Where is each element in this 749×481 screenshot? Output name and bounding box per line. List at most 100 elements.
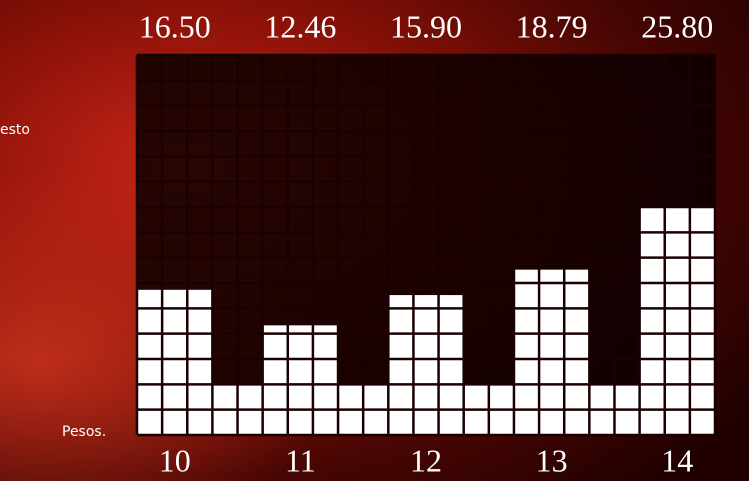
grid-cell <box>263 208 287 232</box>
grid-cell <box>213 132 237 156</box>
grid-cell <box>439 81 463 105</box>
grid-cell <box>464 258 488 282</box>
grid-cell <box>489 360 513 384</box>
grid-cell <box>238 182 262 206</box>
grid-cell <box>464 157 488 181</box>
grid-cell <box>238 132 262 156</box>
grid-cell <box>615 208 639 232</box>
grid-cell <box>489 81 513 105</box>
grid-cell <box>464 208 488 232</box>
grid-cell <box>565 56 589 80</box>
grid-cell <box>288 233 312 257</box>
grid-cell <box>439 56 463 80</box>
grid-cell <box>615 360 639 384</box>
grid-cell <box>339 258 363 282</box>
value-label: 15.90 <box>390 8 462 44</box>
grid-cell <box>288 284 312 308</box>
grid-cell <box>464 334 488 358</box>
grid-cell <box>138 81 162 105</box>
grid-cell <box>339 182 363 206</box>
grid-cell <box>364 334 388 358</box>
grid-cell <box>414 132 438 156</box>
grid-cell <box>188 56 212 80</box>
grid-cell <box>188 182 212 206</box>
grid-cell <box>213 208 237 232</box>
grid-cell <box>138 208 162 232</box>
grid-cell <box>339 334 363 358</box>
grid-cell <box>414 56 438 80</box>
grid-cell <box>288 182 312 206</box>
grid-cell <box>263 258 287 282</box>
value-label: 18.79 <box>516 8 588 44</box>
grid-cell <box>138 157 162 181</box>
grid-cell <box>464 106 488 130</box>
grid-cell <box>565 81 589 105</box>
grid-cell <box>690 56 714 80</box>
x-tick-label: 12 <box>410 442 442 478</box>
grid-cell <box>615 258 639 282</box>
grid-cell <box>313 258 338 282</box>
grid-cell <box>514 132 539 156</box>
grid-cell <box>389 106 413 130</box>
grid-cell <box>163 132 187 156</box>
grid-cell <box>364 309 388 333</box>
grid-cell <box>590 157 614 181</box>
grid-cell <box>213 360 237 384</box>
grid-cell <box>339 56 363 80</box>
grid-cell <box>364 208 388 232</box>
grid-cell <box>489 258 513 282</box>
grid-cell <box>439 157 463 181</box>
grid-cell <box>163 208 187 232</box>
grid-cell <box>339 233 363 257</box>
grid-cell <box>138 233 162 257</box>
grid-cell <box>439 208 463 232</box>
x-tick-label: 13 <box>536 442 568 478</box>
grid-cell <box>288 258 312 282</box>
grid-cell <box>439 258 463 282</box>
grid-cell <box>263 132 287 156</box>
grid-cell <box>213 334 237 358</box>
grid-cell <box>640 56 664 80</box>
grid-cell <box>489 309 513 333</box>
grid-cell <box>565 233 589 257</box>
grid-cell <box>615 182 639 206</box>
grid-cell <box>439 182 463 206</box>
grid-cell <box>489 233 513 257</box>
annotation: esto <box>0 122 30 138</box>
grid-cell <box>565 132 589 156</box>
grid-cell <box>313 233 338 257</box>
grid-cell <box>238 334 262 358</box>
grid-cell <box>514 81 539 105</box>
grid-cell <box>364 258 388 282</box>
grid-cell <box>414 81 438 105</box>
grid-cell <box>364 233 388 257</box>
grid-cell <box>665 132 689 156</box>
grid-cell <box>263 56 287 80</box>
grid-cell <box>439 233 463 257</box>
grid-cell <box>615 81 639 105</box>
grid-cell <box>389 157 413 181</box>
grid-cell <box>288 157 312 181</box>
grid-cell <box>138 258 162 282</box>
grid-cell <box>389 81 413 105</box>
grid-cell <box>665 157 689 181</box>
grid-cell <box>213 106 237 130</box>
bar <box>639 207 715 435</box>
grid-cell <box>615 309 639 333</box>
grid-cell <box>389 56 413 80</box>
grid-cell <box>163 81 187 105</box>
grid-cell <box>464 182 488 206</box>
grid-cell <box>364 132 388 156</box>
grid-cell <box>615 56 639 80</box>
grid-cell <box>690 157 714 181</box>
bar <box>137 289 213 435</box>
grid-cell <box>590 233 614 257</box>
grid-cell <box>339 132 363 156</box>
grid-cell <box>514 208 539 232</box>
grid-cell <box>364 157 388 181</box>
grid-cell <box>590 309 614 333</box>
grid-cell <box>665 56 689 80</box>
grid-cell <box>339 208 363 232</box>
